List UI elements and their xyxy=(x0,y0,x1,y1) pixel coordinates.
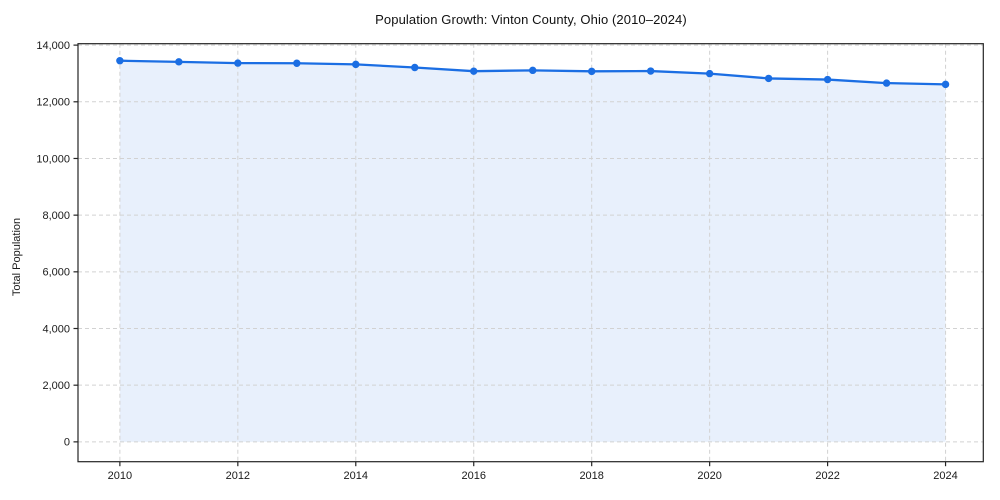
x-tick-label: 2016 xyxy=(461,470,485,482)
x-tick-label: 2022 xyxy=(815,470,839,482)
data-point xyxy=(352,60,360,69)
data-point xyxy=(764,74,773,83)
y-tick-label: 10,000 xyxy=(36,153,70,165)
data-point xyxy=(470,67,478,75)
y-tick-label: 0 xyxy=(64,437,70,449)
x-tick-label: 2010 xyxy=(108,470,132,482)
data-point xyxy=(705,69,714,78)
x-tick-label: 2018 xyxy=(579,470,603,482)
data-point xyxy=(175,58,183,66)
y-tick-label: 14,000 xyxy=(36,40,70,52)
data-point xyxy=(941,80,950,89)
data-point xyxy=(293,59,301,67)
y-tick-label: 6,000 xyxy=(42,267,70,279)
data-point xyxy=(411,63,419,72)
x-tick-label: 2020 xyxy=(697,470,721,482)
x-tick-label: 2014 xyxy=(344,470,368,482)
data-point xyxy=(646,67,655,75)
data-point xyxy=(529,66,537,75)
x-tick-label: 2024 xyxy=(933,470,957,482)
y-tick-label: 4,000 xyxy=(42,323,70,335)
y-tick-label: 12,000 xyxy=(36,97,70,109)
chart-title: Population Growth: Vinton County, Ohio (… xyxy=(375,12,687,27)
x-tick-label: 2012 xyxy=(226,470,250,482)
data-point xyxy=(587,67,596,76)
data-point xyxy=(823,75,832,84)
area-fill xyxy=(119,60,946,442)
plot-border xyxy=(77,43,984,463)
data-point xyxy=(882,79,891,87)
y-tick-label: 8,000 xyxy=(42,210,70,222)
data-point xyxy=(116,57,124,65)
data-point xyxy=(234,59,242,67)
y-tick-label: 2,000 xyxy=(42,380,70,392)
